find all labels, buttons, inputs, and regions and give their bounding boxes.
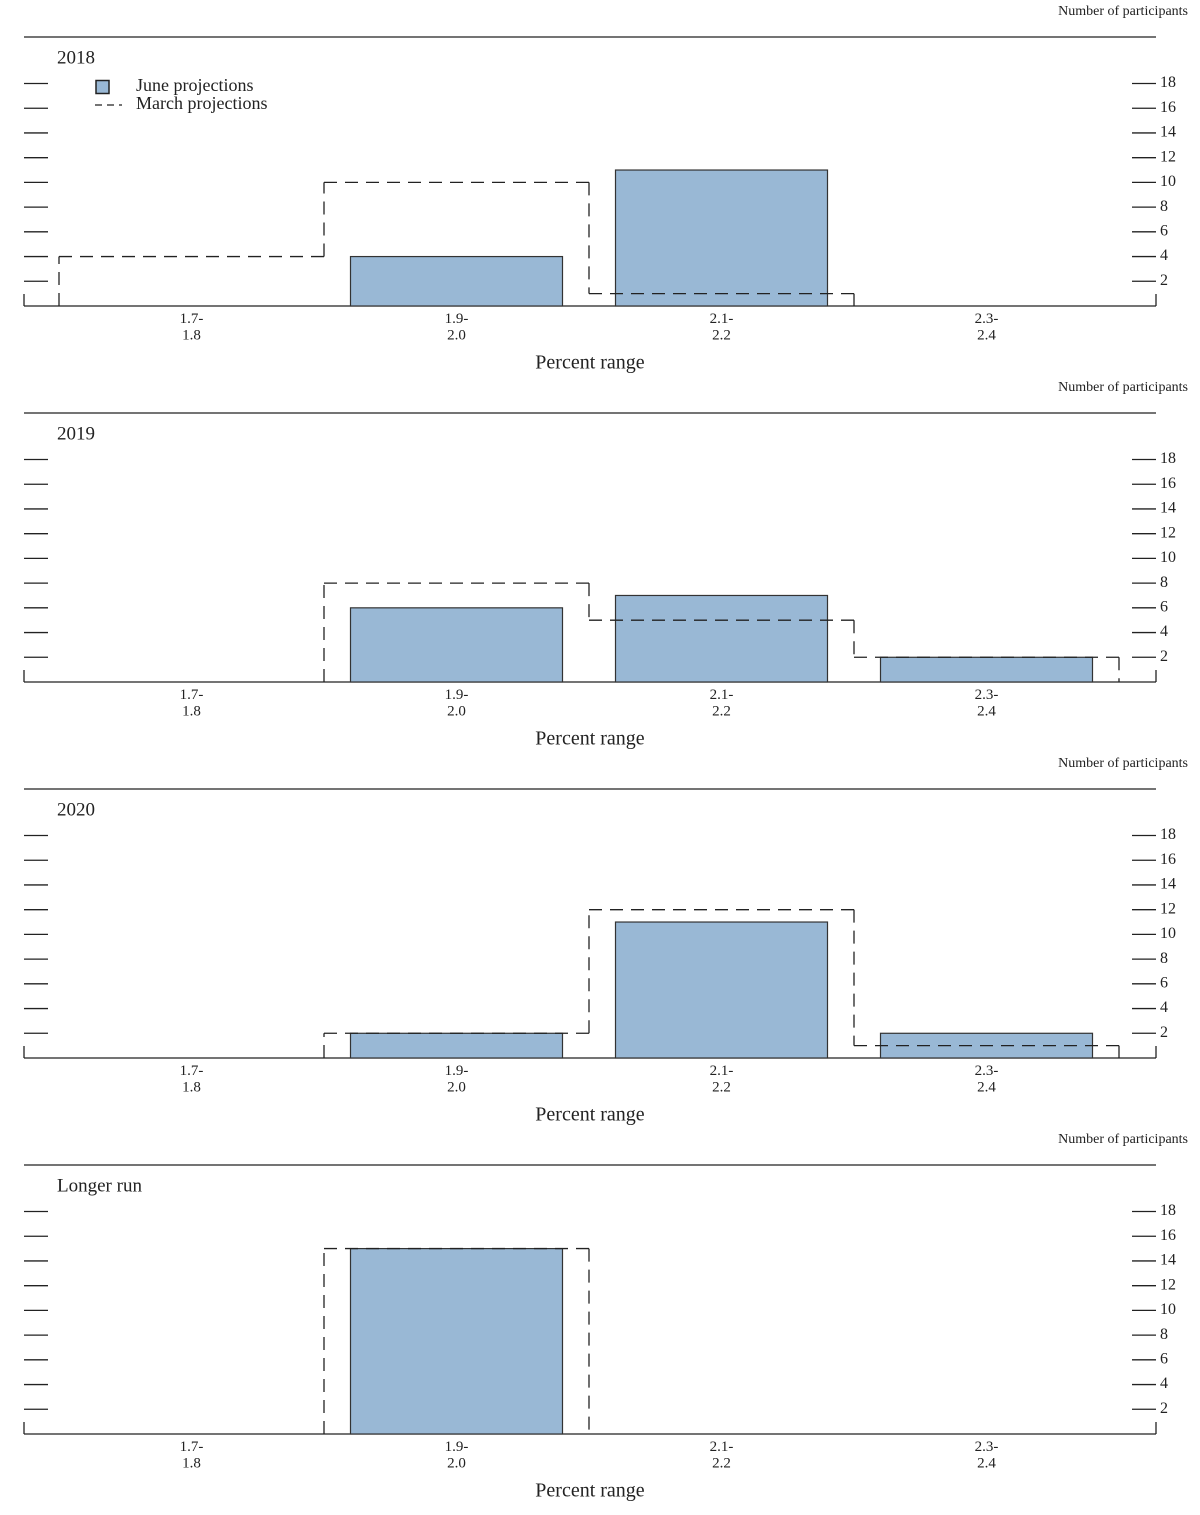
x-tick-label: 2.1-2.2 [710,1439,734,1472]
x-tick-label: 2.1-2.2 [710,687,734,720]
y-tick-label: 10 [1160,1301,1176,1318]
y-tick-label: 4 [1160,623,1168,640]
bar [349,255,564,307]
x-tick-label: 2.3-2.4 [975,311,999,344]
bar [614,921,829,1059]
y-tick-label: 14 [1160,500,1176,517]
y-tick-label: 14 [1160,124,1176,141]
x-tick-label: 1.7-1.8 [180,1439,204,1472]
panel-title: 2019 [57,423,95,444]
x-axis-label: Percent range [535,352,645,374]
bar [349,1032,564,1059]
y-tick-label: 18 [1160,826,1176,843]
y-tick-label: 12 [1160,1276,1176,1293]
legend-swatch [95,79,110,95]
x-axis-label: Percent range [535,1480,645,1502]
x-tick-label: 1.7-1.8 [180,311,204,344]
y-tick-label: 16 [1160,851,1176,868]
y-tick-label: 10 [1160,549,1176,566]
x-tick-label: 1.9-2.0 [445,687,469,720]
x-tick-label: 1.9-2.0 [445,1063,469,1096]
x-axis-label: Percent range [535,728,645,750]
panel-title: 2018 [57,47,95,68]
y-tick-label: 12 [1160,148,1176,165]
y-tick-label: 14 [1160,876,1176,893]
y-tick-label: 8 [1160,574,1168,591]
x-tick-label: 1.7-1.8 [180,1063,204,1096]
y-tick-label: 16 [1160,475,1176,492]
y-tick-label: 18 [1160,1202,1176,1219]
x-tick-label: 2.1-2.2 [710,311,734,344]
y-tick-label: 14 [1160,1252,1176,1269]
legend-label: June projections [136,75,253,95]
legend-label: March projections [136,93,267,113]
y-tick-label: 10 [1160,925,1176,942]
panel-title: Longer run [57,1175,142,1196]
y-tick-label: 12 [1160,900,1176,917]
y-tick-label: 8 [1160,950,1168,967]
y2-axis-label: Number of participants [1058,4,1188,19]
y-tick-label: 4 [1160,999,1168,1016]
y-tick-label: 16 [1160,99,1176,116]
y-tick-label: 4 [1160,247,1168,264]
y2-axis-label: Number of participants [1058,380,1188,395]
y-tick-label: 8 [1160,198,1168,215]
y-tick-label: 6 [1160,599,1168,616]
x-tick-label: 2.3-2.4 [975,687,999,720]
y-tick-label: 8 [1160,1326,1168,1343]
x-tick-label: 2.3-2.4 [975,1439,999,1472]
y-tick-label: 6 [1160,1351,1168,1368]
y-tick-label: 2 [1160,1024,1168,1041]
bar [349,1247,564,1435]
bar [349,607,564,683]
y-tick-label: 6 [1160,223,1168,240]
y2-axis-label: Number of participants [1058,756,1188,771]
x-tick-label: 2.3-2.4 [975,1063,999,1096]
bar [614,169,829,307]
panel-title: 2020 [57,799,95,820]
y2-axis-label: Number of participants [1058,1132,1188,1147]
y-tick-label: 18 [1160,74,1176,91]
y-tick-label: 16 [1160,1227,1176,1244]
bar [879,656,1094,683]
y-tick-label: 12 [1160,524,1176,541]
y-tick-label: 2 [1160,648,1168,665]
x-tick-label: 2.1-2.2 [710,1063,734,1096]
y-tick-label: 2 [1160,272,1168,289]
y-tick-label: 4 [1160,1375,1168,1392]
x-axis-label: Percent range [535,1104,645,1126]
x-tick-label: 1.9-2.0 [445,311,469,344]
y-tick-label: 6 [1160,975,1168,992]
bar [614,594,829,683]
y-tick-label: 18 [1160,450,1176,467]
y-tick-label: 2 [1160,1400,1168,1417]
y-tick-label: 10 [1160,173,1176,190]
x-tick-label: 1.7-1.8 [180,687,204,720]
x-tick-label: 1.9-2.0 [445,1439,469,1472]
